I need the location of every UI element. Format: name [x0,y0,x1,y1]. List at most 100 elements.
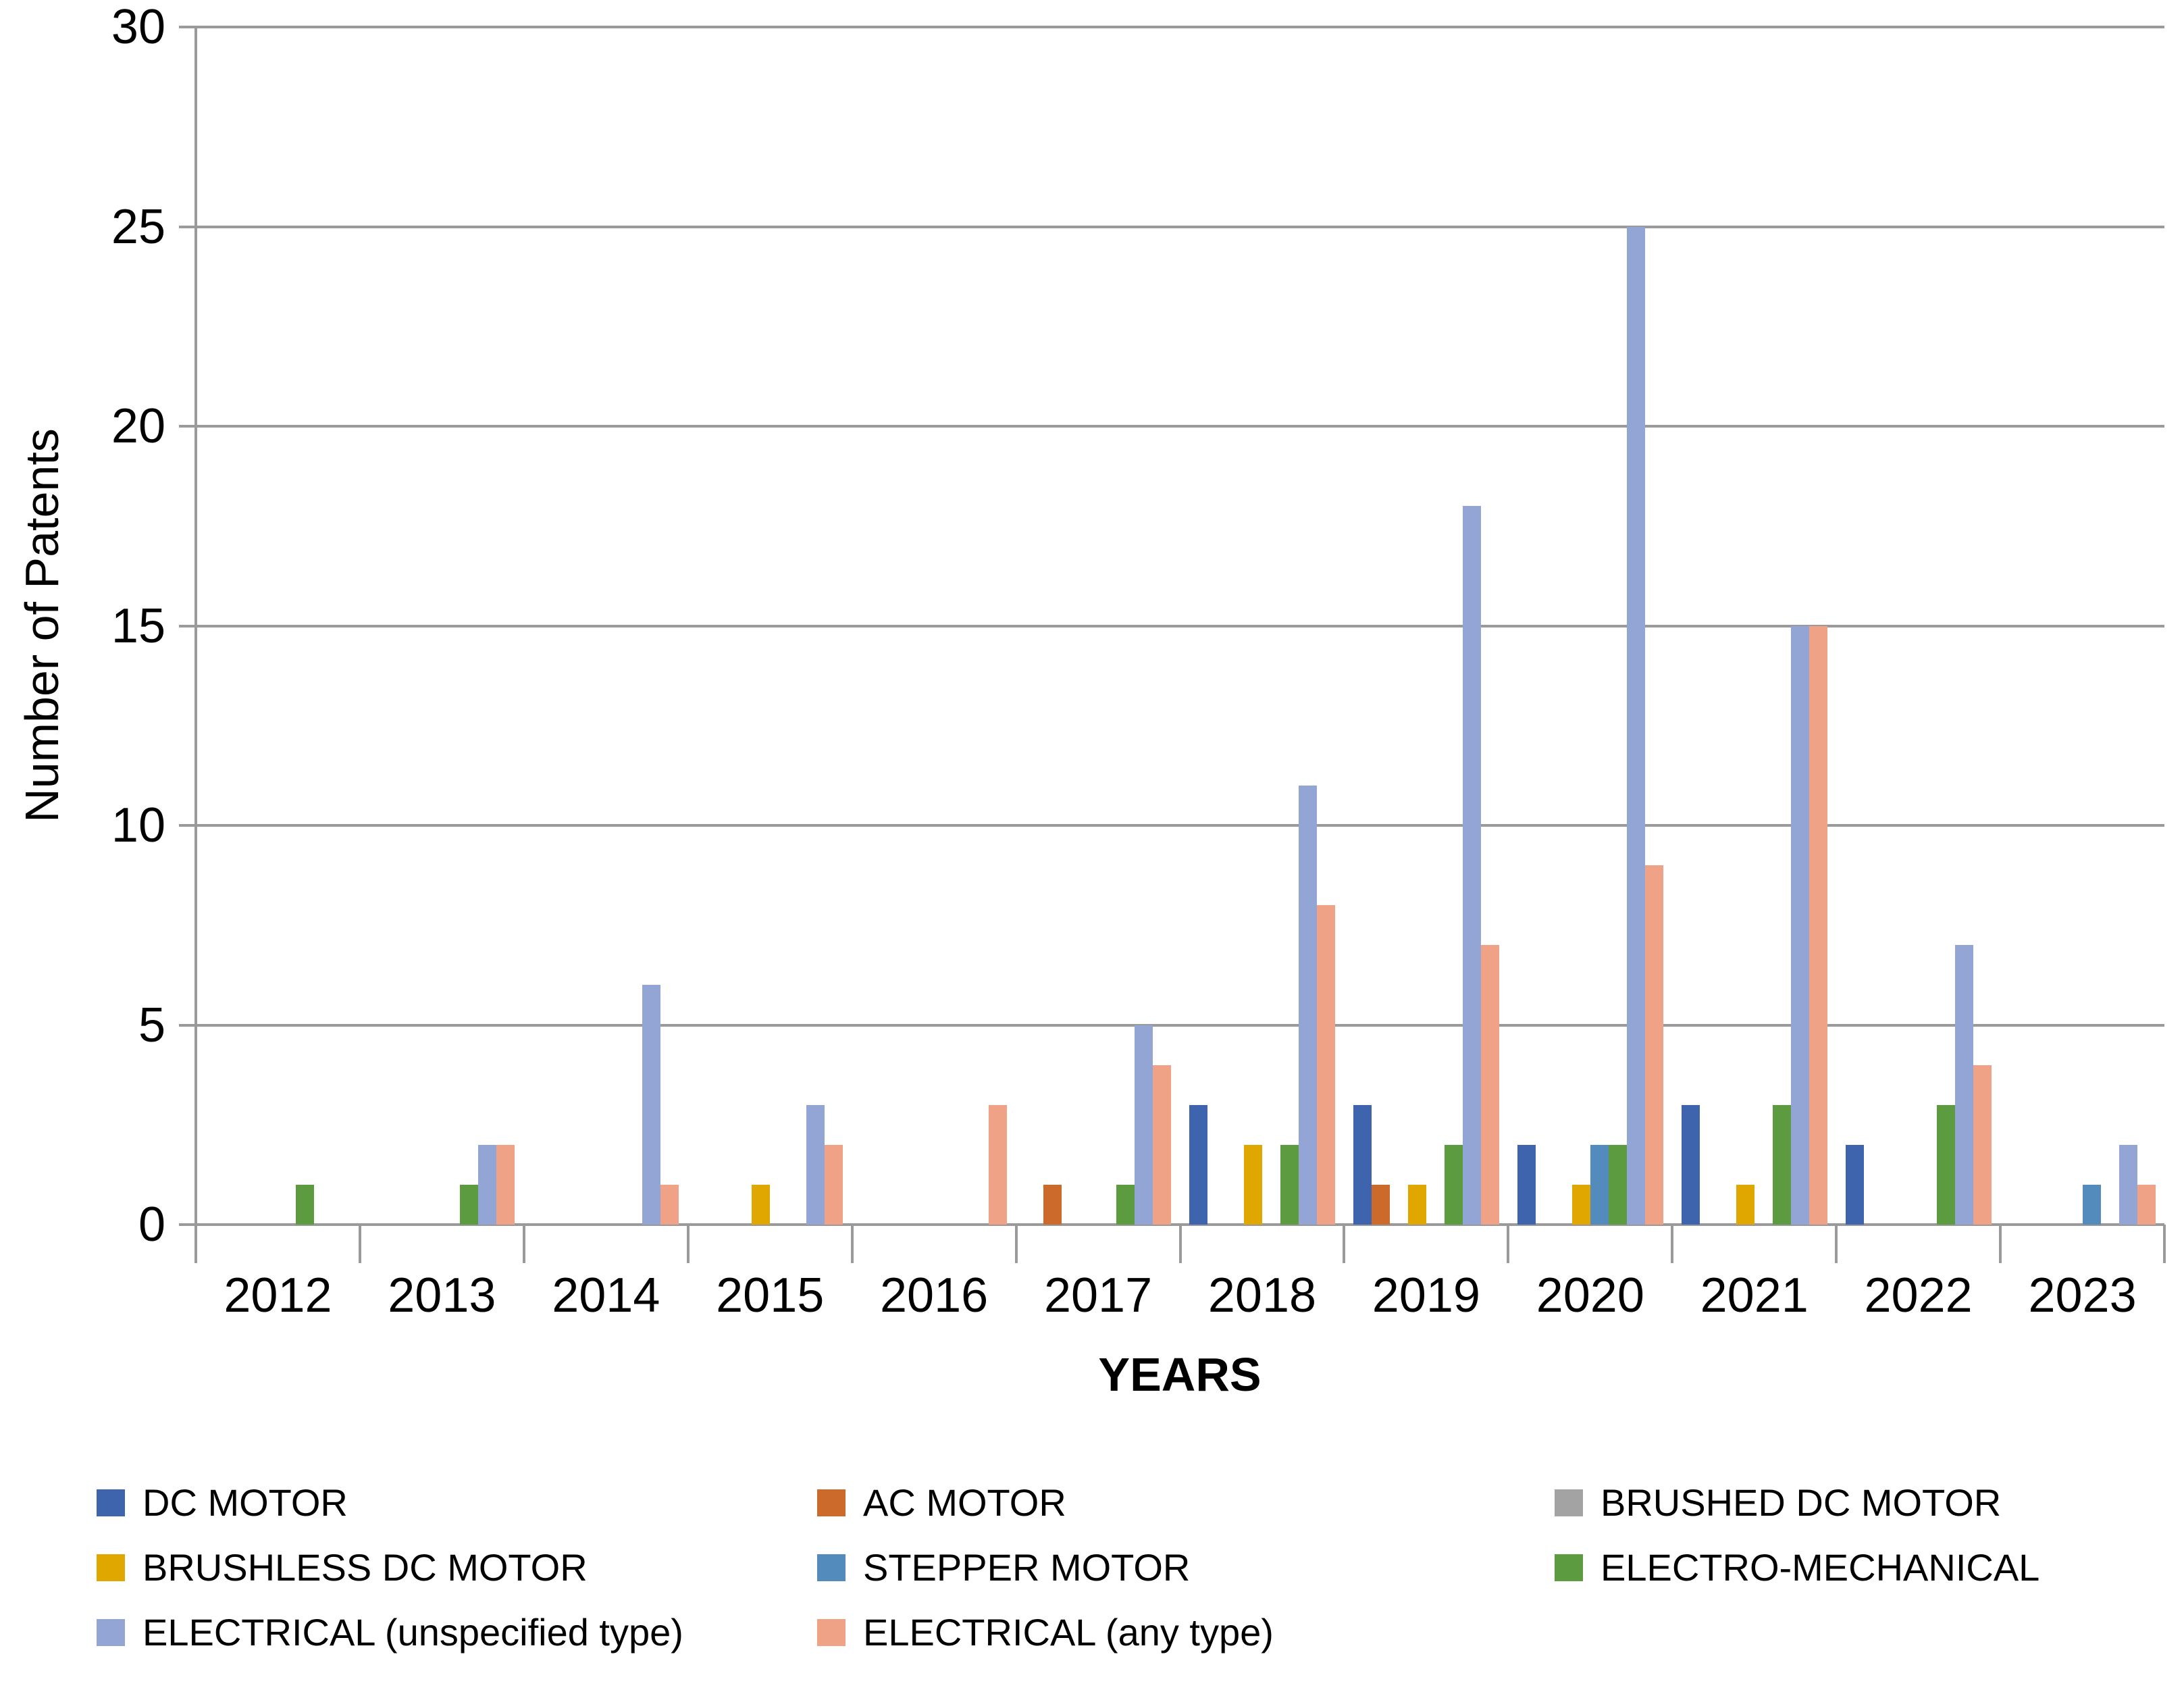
x-axis-tick-label: 2020 [1536,1268,1644,1323]
bar-dc-motor-2020 [1517,1144,1536,1225]
bar-electrical-unspecified-type-2013 [478,1144,497,1225]
y-axis-tick-label: 15 [111,598,165,653]
y-axis-line [194,27,197,1263]
legend-item-label: ELECTRO-MECHANICAL [1601,1546,2040,1589]
bar-brushless-dc-motor-2019 [1407,1184,1426,1225]
legend-item-stepper-motor: STEPPER MOTOR [817,1546,1274,1589]
bar-electro-mechanical-2013 [460,1184,479,1225]
legend-item-label: ELECTRICAL (any type) [863,1611,1274,1653]
x-axis-tick-label: 2017 [1043,1268,1153,1323]
x-axis-tick [2163,1225,2166,1263]
bar-electrical-any-type-2023 [2137,1184,2156,1225]
bar-brushless-dc-motor-2015 [752,1184,771,1225]
bar-stepper-motor-2023 [2082,1184,2101,1225]
ac-motor-swatch-icon [817,1489,846,1516]
bar-electro-mechanical-2021 [1772,1104,1791,1225]
y-axis-tick-label: 30 [111,0,165,54]
legend-item-electro-mechanical: ELECTRO-MECHANICAL [1555,1546,2040,1589]
x-axis-tick-label: 2012 [224,1268,332,1323]
brushed-dc-motor-swatch-icon [1555,1489,1583,1516]
bar-electrical-any-type-2014 [660,1184,679,1225]
bar-electrical-any-type-2015 [825,1144,843,1225]
bar-dc-motor-2019 [1353,1104,1372,1225]
legend-item-electrical-any: ELECTRICAL (any type) [817,1611,1274,1653]
gridline [179,225,2164,228]
bar-brushless-dc-motor-2021 [1736,1184,1754,1225]
bar-electrical-any-type-2020 [1644,865,1663,1225]
x-axis-tick [522,1225,525,1263]
x-axis-tick [1178,1225,1182,1263]
x-axis-tick-label: 2014 [552,1268,660,1323]
dc-motor-swatch-icon [97,1489,125,1516]
legend-item-label: DC MOTOR [142,1481,348,1524]
y-axis-tick-label: 5 [138,998,165,1052]
legend-column-1: DC MOTOR BRUSHLESS DC MOTOR ELECTRICAL (… [97,1481,683,1684]
legend-item-label: ELECTRICAL (unspecified type) [142,1611,683,1653]
legend-item-brushless-dc-motor: BRUSHLESS DC MOTOR [97,1546,683,1589]
bar-electrical-any-type-2019 [1480,945,1499,1225]
bar-dc-motor-2022 [1845,1144,1864,1225]
x-axis-tick-label: 2013 [388,1268,496,1323]
legend-item-label: BRUSHED DC MOTOR [1601,1481,2002,1524]
bar-stepper-motor-2020 [1590,1144,1609,1225]
legend-item-dc-motor: DC MOTOR [97,1481,683,1524]
bar-electrical-unspecified-type-2023 [2118,1144,2137,1225]
bar-electrical-any-type-2016 [989,1104,1008,1225]
x-axis-tick-label: 2019 [1372,1268,1480,1323]
bar-electro-mechanical-2022 [1936,1104,1955,1225]
x-axis-tick-label: 2023 [2028,1268,2137,1323]
electrical-unspecified-swatch-icon [97,1619,125,1646]
electrical-any-swatch-icon [817,1619,846,1646]
x-axis-tick-label: 2021 [1700,1268,1809,1323]
bar-electrical-unspecified-type-2015 [806,1104,825,1225]
x-axis-tick [194,1225,197,1263]
x-axis-line [179,1223,2164,1226]
bar-electrical-unspecified-type-2019 [1462,506,1481,1225]
y-axis-tick-label: 25 [111,199,165,254]
gridline [179,824,2164,827]
legend-item-brushed-dc-motor: BRUSHED DC MOTOR [1555,1481,2039,1524]
gridline [179,425,2164,428]
x-axis-tick [1671,1225,1674,1263]
bar-electrical-unspecified-type-2014 [642,985,661,1225]
bar-electrical-unspecified-type-2020 [1626,226,1645,1225]
bar-electrical-any-type-2022 [1973,1065,1992,1225]
x-axis-title: YEARS [1098,1348,1262,1401]
x-axis-tick-label: 2022 [1864,1268,1973,1323]
y-axis-tick-label: 20 [111,399,165,453]
brushless-dc-motor-swatch-icon [97,1554,125,1581]
legend-item-label: BRUSHLESS DC MOTOR [142,1546,588,1589]
bar-electrical-any-type-2018 [1316,905,1335,1225]
legend-item-ac-motor: AC MOTOR [817,1481,1274,1524]
legend-column-2: AC MOTOR STEPPER MOTOR ELECTRICAL (any t… [817,1481,1274,1684]
y-axis-tick-label: 10 [111,798,165,852]
gridline [179,1023,2164,1027]
stepper-motor-swatch-icon [817,1554,846,1581]
bar-electro-mechanical-2017 [1116,1184,1135,1225]
x-axis-tick [1014,1225,1018,1263]
x-axis-tick [1343,1225,1346,1263]
bar-electrical-unspecified-type-2018 [1298,785,1317,1225]
bar-ac-motor-2017 [1043,1184,1062,1225]
x-axis-tick [1999,1225,2002,1263]
bar-electro-mechanical-2020 [1608,1144,1627,1225]
bar-electro-mechanical-2019 [1444,1144,1463,1225]
x-axis-tick [358,1225,361,1263]
bar-electrical-unspecified-type-2017 [1135,1025,1153,1225]
legend-item-label: STEPPER MOTOR [863,1546,1191,1589]
legend-item-label: AC MOTOR [863,1481,1066,1524]
x-axis-tick [1507,1225,1510,1263]
bar-electro-mechanical-2018 [1280,1144,1299,1225]
bar-electrical-unspecified-type-2021 [1790,625,1809,1225]
bar-dc-motor-2018 [1189,1104,1207,1225]
bar-dc-motor-2021 [1681,1104,1700,1225]
bar-brushless-dc-motor-2018 [1243,1144,1262,1225]
gridline [179,26,2164,28]
gridline [179,624,2164,627]
bar-electrical-any-type-2013 [496,1144,515,1225]
bar-electrical-any-type-2017 [1153,1065,1172,1225]
x-axis-tick [850,1225,854,1263]
x-axis-tick [1835,1225,1838,1263]
x-axis-tick-label: 2018 [1207,1268,1317,1323]
electro-mechanical-swatch-icon [1555,1554,1583,1581]
